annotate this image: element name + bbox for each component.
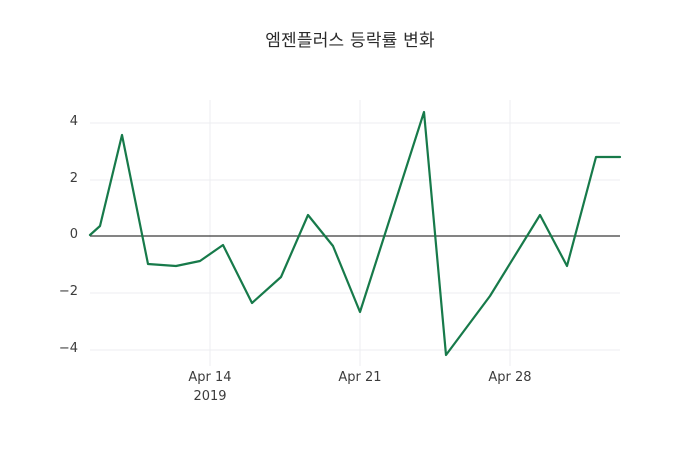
chart-title: 엠젠플러스 등락률 변화 (265, 31, 435, 51)
y-axis-tick-label: 0 (69, 227, 78, 242)
x-axis-tick-label-date: Apr 21 (338, 370, 382, 385)
x-axis-tick-label-date: Apr 28 (488, 370, 532, 385)
x-axis-tick-label: Apr 14 2019 (155, 370, 265, 404)
horizontal-gridlines (90, 122, 620, 351)
y-axis-tick-label: 2 (69, 171, 78, 186)
data-series-line (88, 110, 622, 357)
series-polyline (88, 110, 622, 357)
x-axis-tick-label-date: Apr 14 (188, 370, 232, 385)
y-axis-tick-label: 4 (69, 114, 78, 129)
x-axis-tick-label-year: 2019 (193, 389, 227, 404)
x-axis-tick-label: Apr 21 (305, 370, 415, 385)
vertical-gridlines (209, 100, 511, 366)
y-axis-tick-label: −4 (58, 341, 78, 356)
x-axis-tick-label: Apr 28 (455, 370, 565, 385)
y-axis-tick-label: −2 (58, 284, 78, 299)
